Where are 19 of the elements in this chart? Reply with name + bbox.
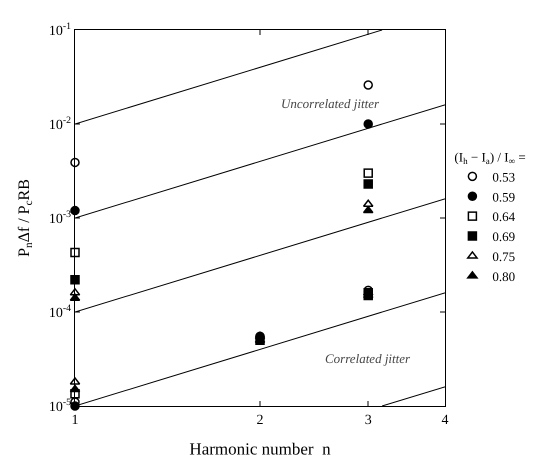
x-tick-label: 3 <box>364 412 372 428</box>
legend-label: 0.64 <box>492 209 516 224</box>
x-tick-label: 2 <box>256 412 264 428</box>
annotation: Correlated jitter <box>325 351 412 366</box>
x-tick-label: 1 <box>72 412 78 428</box>
y-tick-label: 10$^{-2}$ <box>48 115 72 133</box>
x-tick-label: 4 <box>442 412 448 428</box>
y-tick-label: 10$^{-5}$ <box>48 397 72 415</box>
legend-label: 0.53 <box>492 169 516 184</box>
legend-label: 0.59 <box>492 189 516 204</box>
legend-label: 0.80 <box>492 268 516 284</box>
legend-label: 0.75 <box>492 249 516 264</box>
y-tick-label: 10$^{-3}$ <box>48 209 72 227</box>
annotation: Uncorrelated jitter <box>281 96 380 111</box>
y-tick-label: 10$^{-4}$ <box>48 303 72 321</box>
y-tick-label: 10$^{-1}$ <box>48 21 72 39</box>
legend-label: 0.69 <box>492 229 516 244</box>
x-axis-title: Harmonic number n <box>189 439 332 458</box>
legend-title: (I$_{h}$ − I$_{a}$) / I$_{∞}$ = <box>454 149 526 166</box>
